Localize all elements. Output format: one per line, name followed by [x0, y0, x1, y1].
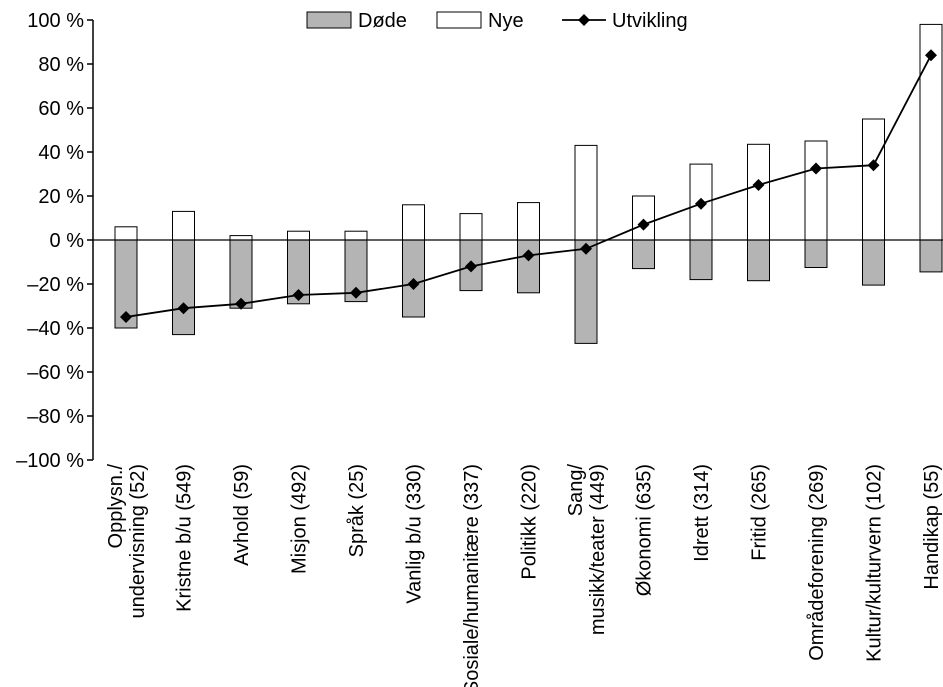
bar-nye-4	[344, 230, 368, 241]
y-tick-label: 100 %	[27, 10, 84, 32]
bar-nye-11	[747, 143, 770, 241]
utvikling-point-2	[235, 297, 247, 310]
category-label-vanlig-b-u-330: Vanlig b/u (330)	[404, 464, 426, 604]
category-label-kristne-b-u-549: Kristne b/u (549)	[174, 464, 196, 612]
y-axis: 100 % 80 % 60 % 40 % 20 % 0 % –20 % –40 % –60 % –…	[16, 10, 94, 472]
category-label-fritid-265: Fritid (265)	[749, 464, 771, 561]
bar-nye-12	[804, 140, 828, 241]
utvikling-point-14	[925, 49, 937, 62]
legend-marker-utvikling	[578, 14, 590, 26]
y-tick-label: 80 %	[38, 54, 84, 76]
category-label-idrett-314: Idrett (314)	[691, 464, 713, 562]
legend-label-utvikling: Utvikling	[612, 10, 688, 32]
utvikling-point-6	[465, 260, 477, 273]
category-label-avhold-59: Avhold (59)	[231, 464, 253, 566]
utvikling-point-11	[752, 179, 765, 191]
category-label-sang: Sang/	[565, 464, 587, 517]
bar-dode-10	[689, 239, 713, 281]
bar-dode-11	[747, 239, 770, 282]
y-tick-label: –80 %	[27, 406, 84, 428]
category-labels: Opplysn./undervisning (52) Kristne b/u (5…	[105, 464, 943, 687]
utvikling-point-3	[292, 289, 305, 301]
utvikling-point-13	[867, 159, 880, 172]
category-label-undervisning-52: undervisning (52)	[127, 464, 149, 619]
bar-nye-13	[862, 118, 885, 241]
utvikling-point-10	[695, 197, 707, 210]
utvikling-point-12	[810, 162, 822, 175]
category-label-opplysn: Opplysn./	[105, 464, 127, 549]
bar-dode-13	[862, 239, 885, 286]
bar-dode-8	[574, 239, 598, 344]
utvikling-point-7	[522, 249, 535, 262]
bars-dode	[114, 239, 943, 344]
bar-dode-12	[804, 239, 828, 268]
y-tick-label: 60 %	[38, 98, 84, 120]
y-tick-label: –40 %	[27, 318, 84, 340]
bar-nye-0	[114, 226, 138, 241]
bar-dode-1	[172, 239, 195, 336]
category-label-kultur-kulturvern-102: Kultur/kulturvern (102)	[864, 464, 886, 662]
bar-nye-1	[172, 210, 195, 241]
bar-nye-8	[574, 144, 598, 241]
y-tick-label: 40 %	[38, 142, 84, 164]
y-tick-label: 20 %	[38, 186, 84, 208]
utvikling-point-4	[350, 286, 362, 299]
legend-swatch-dode	[306, 11, 352, 29]
category-label-misjon-492: Misjon (492)	[289, 464, 311, 574]
utvikling-point-8	[580, 242, 592, 255]
bar-nye-7	[517, 202, 540, 241]
bars-nye	[114, 23, 943, 241]
category-label-politikk-220: Politikk (220)	[519, 464, 541, 580]
legend-label-nye: Nye	[488, 10, 524, 32]
bar-nye-2	[229, 235, 253, 241]
y-tick-label: 0 %	[50, 230, 85, 252]
bar-nye-5	[402, 204, 425, 241]
category-label-handikap-55: Handikap (55)	[921, 464, 943, 590]
trend-line	[120, 49, 937, 323]
bar-dode-14	[919, 239, 943, 273]
bar-nye-3	[287, 230, 310, 241]
utvikling-point-5	[407, 278, 420, 290]
utvikling-point-1	[177, 302, 190, 315]
legend: Døde Nye Utvikling	[306, 10, 688, 32]
category-label-sprak-25: Språk (25)	[346, 464, 368, 557]
y-tick-label: –100 %	[16, 450, 84, 472]
bar-nye-6	[459, 213, 483, 241]
utvikling-point-0	[120, 311, 132, 323]
category-label-okonomi-635: Økonomi (635)	[634, 464, 656, 596]
bar-dode-9	[632, 239, 655, 270]
legend-label-dode: Døde	[358, 10, 407, 32]
category-label-omradeforening-269: Områdeforening (269)	[806, 464, 828, 661]
legend-swatch-nye	[436, 11, 482, 29]
bar-dode-7	[517, 239, 540, 294]
y-tick-label: –20 %	[27, 274, 84, 296]
category-label-sosiale-humanitaere-337: Sosiale/humanitære (337)	[461, 464, 483, 687]
y-tick-label: –60 %	[27, 362, 84, 384]
utvikling-point-9	[637, 218, 650, 231]
category-label-musikk-teater-449: musikk/teater (449)	[587, 464, 609, 635]
bar-nye-9	[632, 195, 655, 241]
